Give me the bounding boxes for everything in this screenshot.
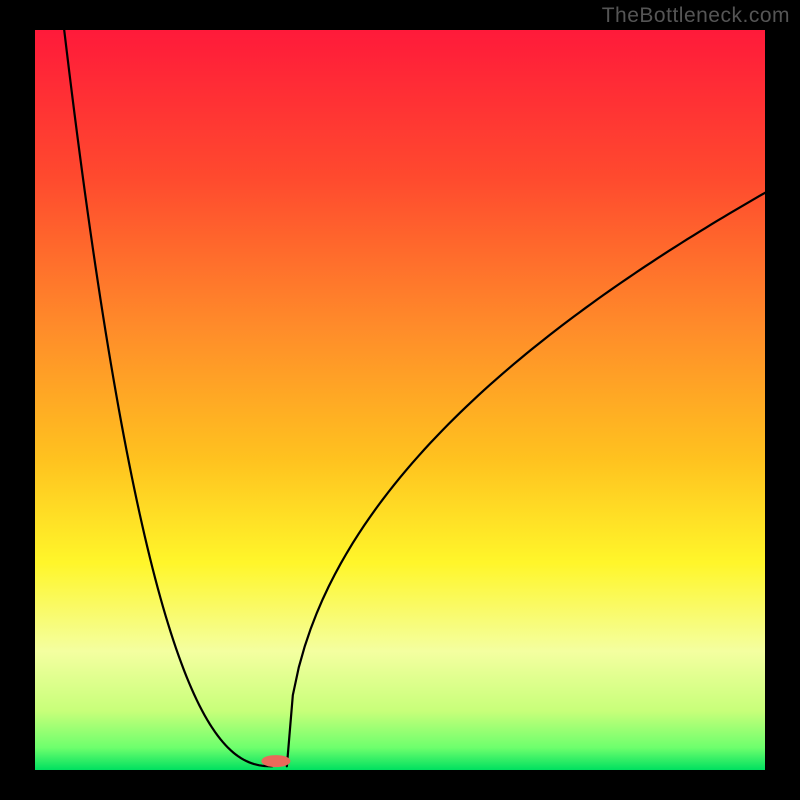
bottleneck-curve — [35, 30, 765, 770]
plot-area — [35, 30, 765, 770]
chart-container: TheBottleneck.com — [0, 0, 800, 800]
optimum-marker — [261, 755, 290, 767]
curve-right-branch — [287, 193, 765, 767]
watermark-text: TheBottleneck.com — [602, 4, 790, 28]
curve-left-branch — [64, 30, 272, 766]
